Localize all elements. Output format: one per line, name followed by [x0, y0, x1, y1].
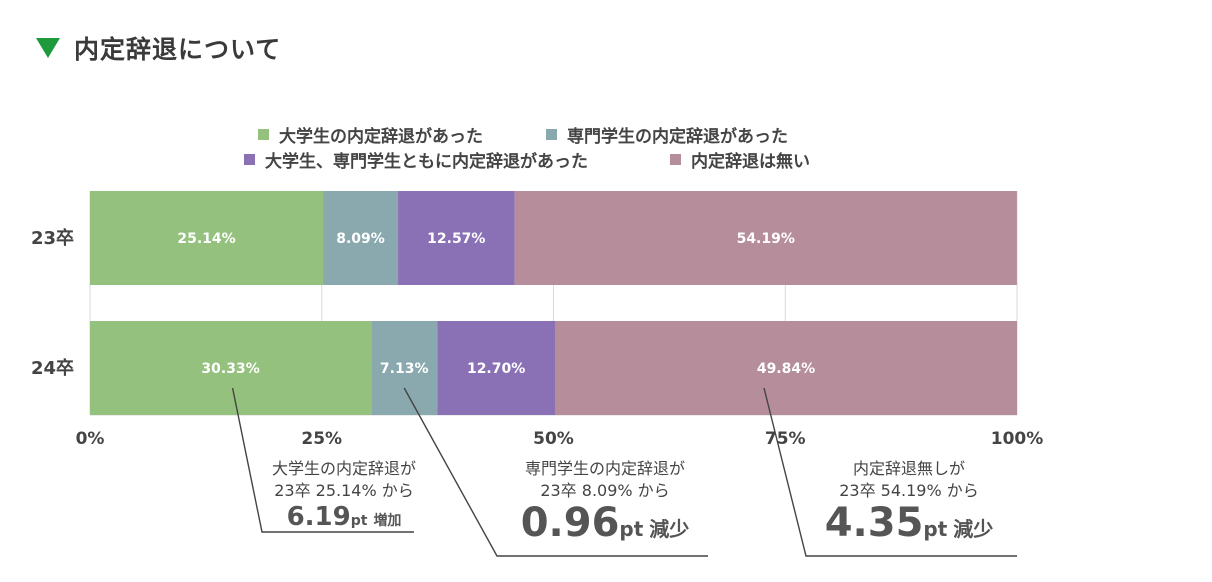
triangle-marker-icon: [36, 38, 60, 58]
bar-segment: [437, 321, 555, 415]
annotation-none-line1: 内定辞退無しが: [852, 459, 965, 478]
annotation-university-unit: pt: [350, 513, 368, 529]
data-label: 12.57%: [427, 231, 485, 247]
legend-swatch-university: [258, 129, 269, 140]
annotation-none-direction: 減少: [953, 517, 994, 541]
y-category-label: 23卒: [31, 227, 74, 249]
annotation-vocational: 専門学生の内定辞退が 23卒 8.09% から 0.96pt 減少: [490, 458, 720, 552]
legend-swatch-vocational: [546, 129, 557, 140]
legend-item-none: 内定辞退は無い: [670, 147, 810, 172]
annotation-none-value: 4.35: [824, 500, 924, 546]
page-title: 内定辞退について: [74, 35, 282, 64]
x-tick-label: 75%: [765, 429, 806, 449]
annotation-university-line2: 23卒 25.14% から: [274, 481, 414, 500]
legend-label-both: 大学生、専門学生ともに内定辞退があった: [265, 152, 588, 172]
legend-item-both: 大学生、専門学生ともに内定辞退があった: [244, 147, 588, 172]
bar-segment: [554, 321, 1017, 415]
leader-line: [231, 387, 414, 533]
bar-segment: [323, 191, 399, 285]
data-label: 12.70%: [467, 361, 525, 377]
annotation-none-line2: 23卒 54.19% から: [839, 481, 979, 500]
annotation-vocational-value: 0.96: [520, 500, 620, 546]
annotation-vocational-direction: 減少: [649, 517, 690, 541]
legend-item-vocational: 専門学生の内定辞退があった: [546, 122, 788, 147]
section-header: 内定辞退について: [36, 30, 281, 66]
x-tick-label: 0%: [76, 429, 105, 449]
annotation-vocational-line2: 23卒 8.09% から: [540, 481, 670, 500]
annotation-university-change: 6.19pt 増加: [254, 502, 434, 536]
annotation-university: 大学生の内定辞退が 23卒 25.14% から 6.19pt 増加: [254, 458, 434, 536]
legend-swatch-none: [670, 154, 681, 165]
annotation-none-change: 4.35pt 減少: [794, 502, 1024, 552]
data-label: 54.19%: [737, 231, 795, 247]
bar-segment: [371, 321, 438, 415]
x-tick-label: 50%: [533, 429, 574, 449]
data-label: 25.14%: [177, 231, 235, 247]
data-label: 49.84%: [757, 361, 815, 377]
annotation-vocational-line1: 専門学生の内定辞退が: [524, 459, 685, 478]
legend-label-university: 大学生の内定辞退があった: [279, 127, 483, 147]
annotation-university-line1: 大学生の内定辞退が: [271, 459, 416, 478]
leader-line: [763, 387, 1017, 557]
annotation-none: 内定辞退無しが 23卒 54.19% から 4.35pt 減少: [794, 458, 1024, 552]
x-tick-label: 100%: [991, 429, 1044, 449]
legend-label-none: 内定辞退は無い: [691, 152, 810, 172]
y-category-label: 24卒: [31, 357, 74, 379]
bar-segment: [514, 191, 1017, 285]
annotation-vocational-change: 0.96pt 減少: [490, 502, 720, 552]
data-label: 7.13%: [380, 361, 429, 377]
x-tick-label: 25%: [301, 429, 342, 449]
bar-segment: [398, 191, 515, 285]
annotation-vocational-unit: pt: [619, 517, 644, 541]
annotation-university-direction: 増加: [373, 513, 402, 529]
data-label: 30.33%: [201, 361, 259, 377]
legend-item-university: 大学生の内定辞退があった: [258, 122, 483, 147]
annotation-university-value: 6.19: [286, 502, 351, 532]
bar-segment: [90, 321, 372, 415]
legend-swatch-both: [244, 154, 255, 165]
bar-segment: [90, 191, 324, 285]
legend-label-vocational: 専門学生の内定辞退があった: [567, 127, 788, 147]
leader-line: [403, 387, 708, 557]
annotation-none-unit: pt: [923, 517, 948, 541]
data-label: 8.09%: [336, 231, 385, 247]
